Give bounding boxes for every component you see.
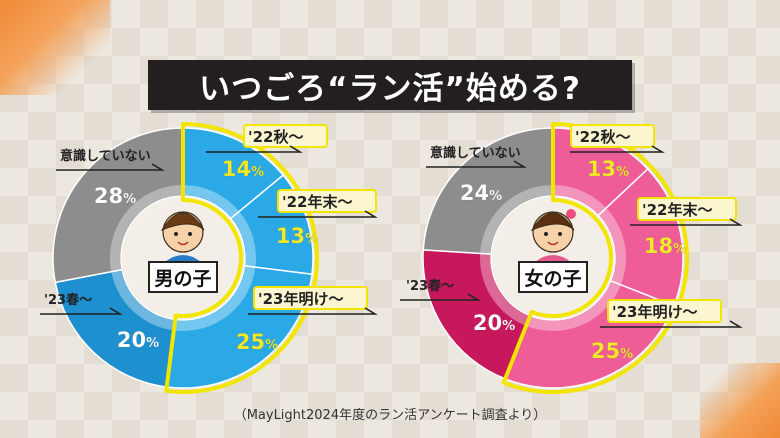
boy-percent-labels: 14% 13% 25% 20% 28% bbox=[94, 157, 319, 355]
boy-avatar-mouth bbox=[177, 241, 189, 246]
girl-highlight-outline bbox=[501, 122, 689, 394]
page-title: いつごろ“ラン活”始める? bbox=[148, 60, 632, 110]
girl-category-label-0: '22秋～ bbox=[575, 128, 630, 146]
girl-label-arrow-0 bbox=[570, 145, 665, 153]
boy-label-arrow-3 bbox=[40, 307, 123, 315]
corner-decoration-top-left bbox=[0, 0, 110, 95]
girl-category-label-3: '23春～ bbox=[406, 278, 454, 294]
girl-avatar-mouth bbox=[547, 241, 559, 246]
girl-highlight bbox=[501, 122, 689, 394]
boy-label-arrow-4 bbox=[56, 163, 165, 171]
boy-slice-3 bbox=[54, 268, 177, 388]
girl-avatar-hair bbox=[530, 212, 575, 232]
girl-center: 女の子 bbox=[518, 209, 588, 293]
boy-center: 男の子 bbox=[148, 211, 218, 293]
boy-category-label-bg-1 bbox=[277, 189, 377, 213]
boy-category-label-2: '23年明け～ bbox=[258, 290, 343, 308]
boy-center-label-box bbox=[148, 261, 218, 293]
girl-percent-label-0: 13% bbox=[587, 157, 629, 181]
girl-percent-label-2: 25% bbox=[591, 339, 633, 363]
girl-label-arrow-3 bbox=[400, 293, 481, 301]
girl-slice-4 bbox=[422, 127, 554, 255]
girl-center-label-box bbox=[518, 261, 588, 293]
girl-slice-3 bbox=[422, 249, 532, 380]
boy-avatar-eye-right bbox=[188, 232, 192, 236]
boy-percent-label-0: 14% bbox=[222, 157, 264, 181]
girl-category-label-4: 意識していない bbox=[430, 145, 521, 161]
boy-category-label-0: '22秋～ bbox=[248, 128, 303, 146]
boy-avatar-eye-left bbox=[174, 232, 178, 236]
girl-percent-label-4: 24% bbox=[460, 181, 502, 205]
girl-category-label-bg-0 bbox=[570, 124, 655, 148]
boy-category-label-3: '23春～ bbox=[44, 292, 92, 308]
girl-category-label-2: '23年明け～ bbox=[612, 303, 697, 321]
boy-percent-label-4: 28% bbox=[94, 184, 136, 208]
boy-label-arrow-0 bbox=[206, 145, 303, 153]
boy-avatar-hair bbox=[160, 212, 205, 232]
girl-center-label: 女の子 bbox=[524, 267, 581, 290]
girl-percent-label-1: 18% bbox=[644, 234, 686, 258]
boy-percent-label-2: 25% bbox=[236, 330, 278, 354]
girl-avatar-hair-bow bbox=[566, 209, 576, 219]
boy-percent-label-1: 13% bbox=[276, 224, 318, 248]
girl-avatar-eye-left bbox=[544, 232, 548, 236]
boy-percent-label-3: 20% bbox=[117, 328, 159, 352]
girl-percent-labels: 13% 18% 25% 20% 24% bbox=[460, 157, 687, 364]
boy-category-labels: '22秋～ '22年末～ '23年明け～ '23春～ 意識していない bbox=[40, 124, 378, 315]
girl-label-arrow-1 bbox=[630, 218, 743, 226]
girl-percent-label-3: 20% bbox=[473, 311, 515, 335]
girl-category-labels: '22秋～ '22年末～ '23年明け～ '23春～ 意識していない bbox=[400, 124, 743, 328]
boy-label-arrow-2 bbox=[248, 307, 378, 315]
girl-category-label-bg-2 bbox=[607, 299, 722, 323]
boy-category-label-bg-2 bbox=[253, 286, 368, 310]
boy-category-label-bg-0 bbox=[243, 124, 328, 148]
girl-avatar-eye-right bbox=[558, 232, 562, 236]
boy-center-label: 男の子 bbox=[154, 268, 211, 290]
girl-donut-chart: 13% 18% 25% 20% 24% '22秋～ '22年末～ '23年明け～ '23春～ 意… bbox=[400, 122, 743, 394]
girl-label-arrow-2 bbox=[600, 320, 743, 328]
boy-category-label-1: '22年末～ bbox=[282, 193, 352, 211]
girl-label-arrow-4 bbox=[426, 160, 527, 168]
boy-label-arrow-1 bbox=[258, 210, 378, 218]
boy-highlight-outline bbox=[164, 122, 319, 394]
boy-highlight bbox=[164, 122, 319, 394]
source-note: （MayLight2024年度のラン活アンケート調査より） bbox=[233, 408, 547, 423]
boy-slices bbox=[52, 127, 314, 389]
boy-slice-4 bbox=[52, 127, 184, 284]
boy-category-label-4: 意識していない bbox=[60, 148, 151, 164]
girl-category-label-1: '22年末～ bbox=[642, 201, 712, 219]
girl-category-label-bg-1 bbox=[637, 197, 737, 221]
corner-decoration-bottom-right bbox=[700, 363, 780, 438]
boy-donut-chart: 14% 13% 25% 20% 28% '22秋～ '22年末～ '23年明け～ '23春～ 意… bbox=[40, 122, 378, 394]
